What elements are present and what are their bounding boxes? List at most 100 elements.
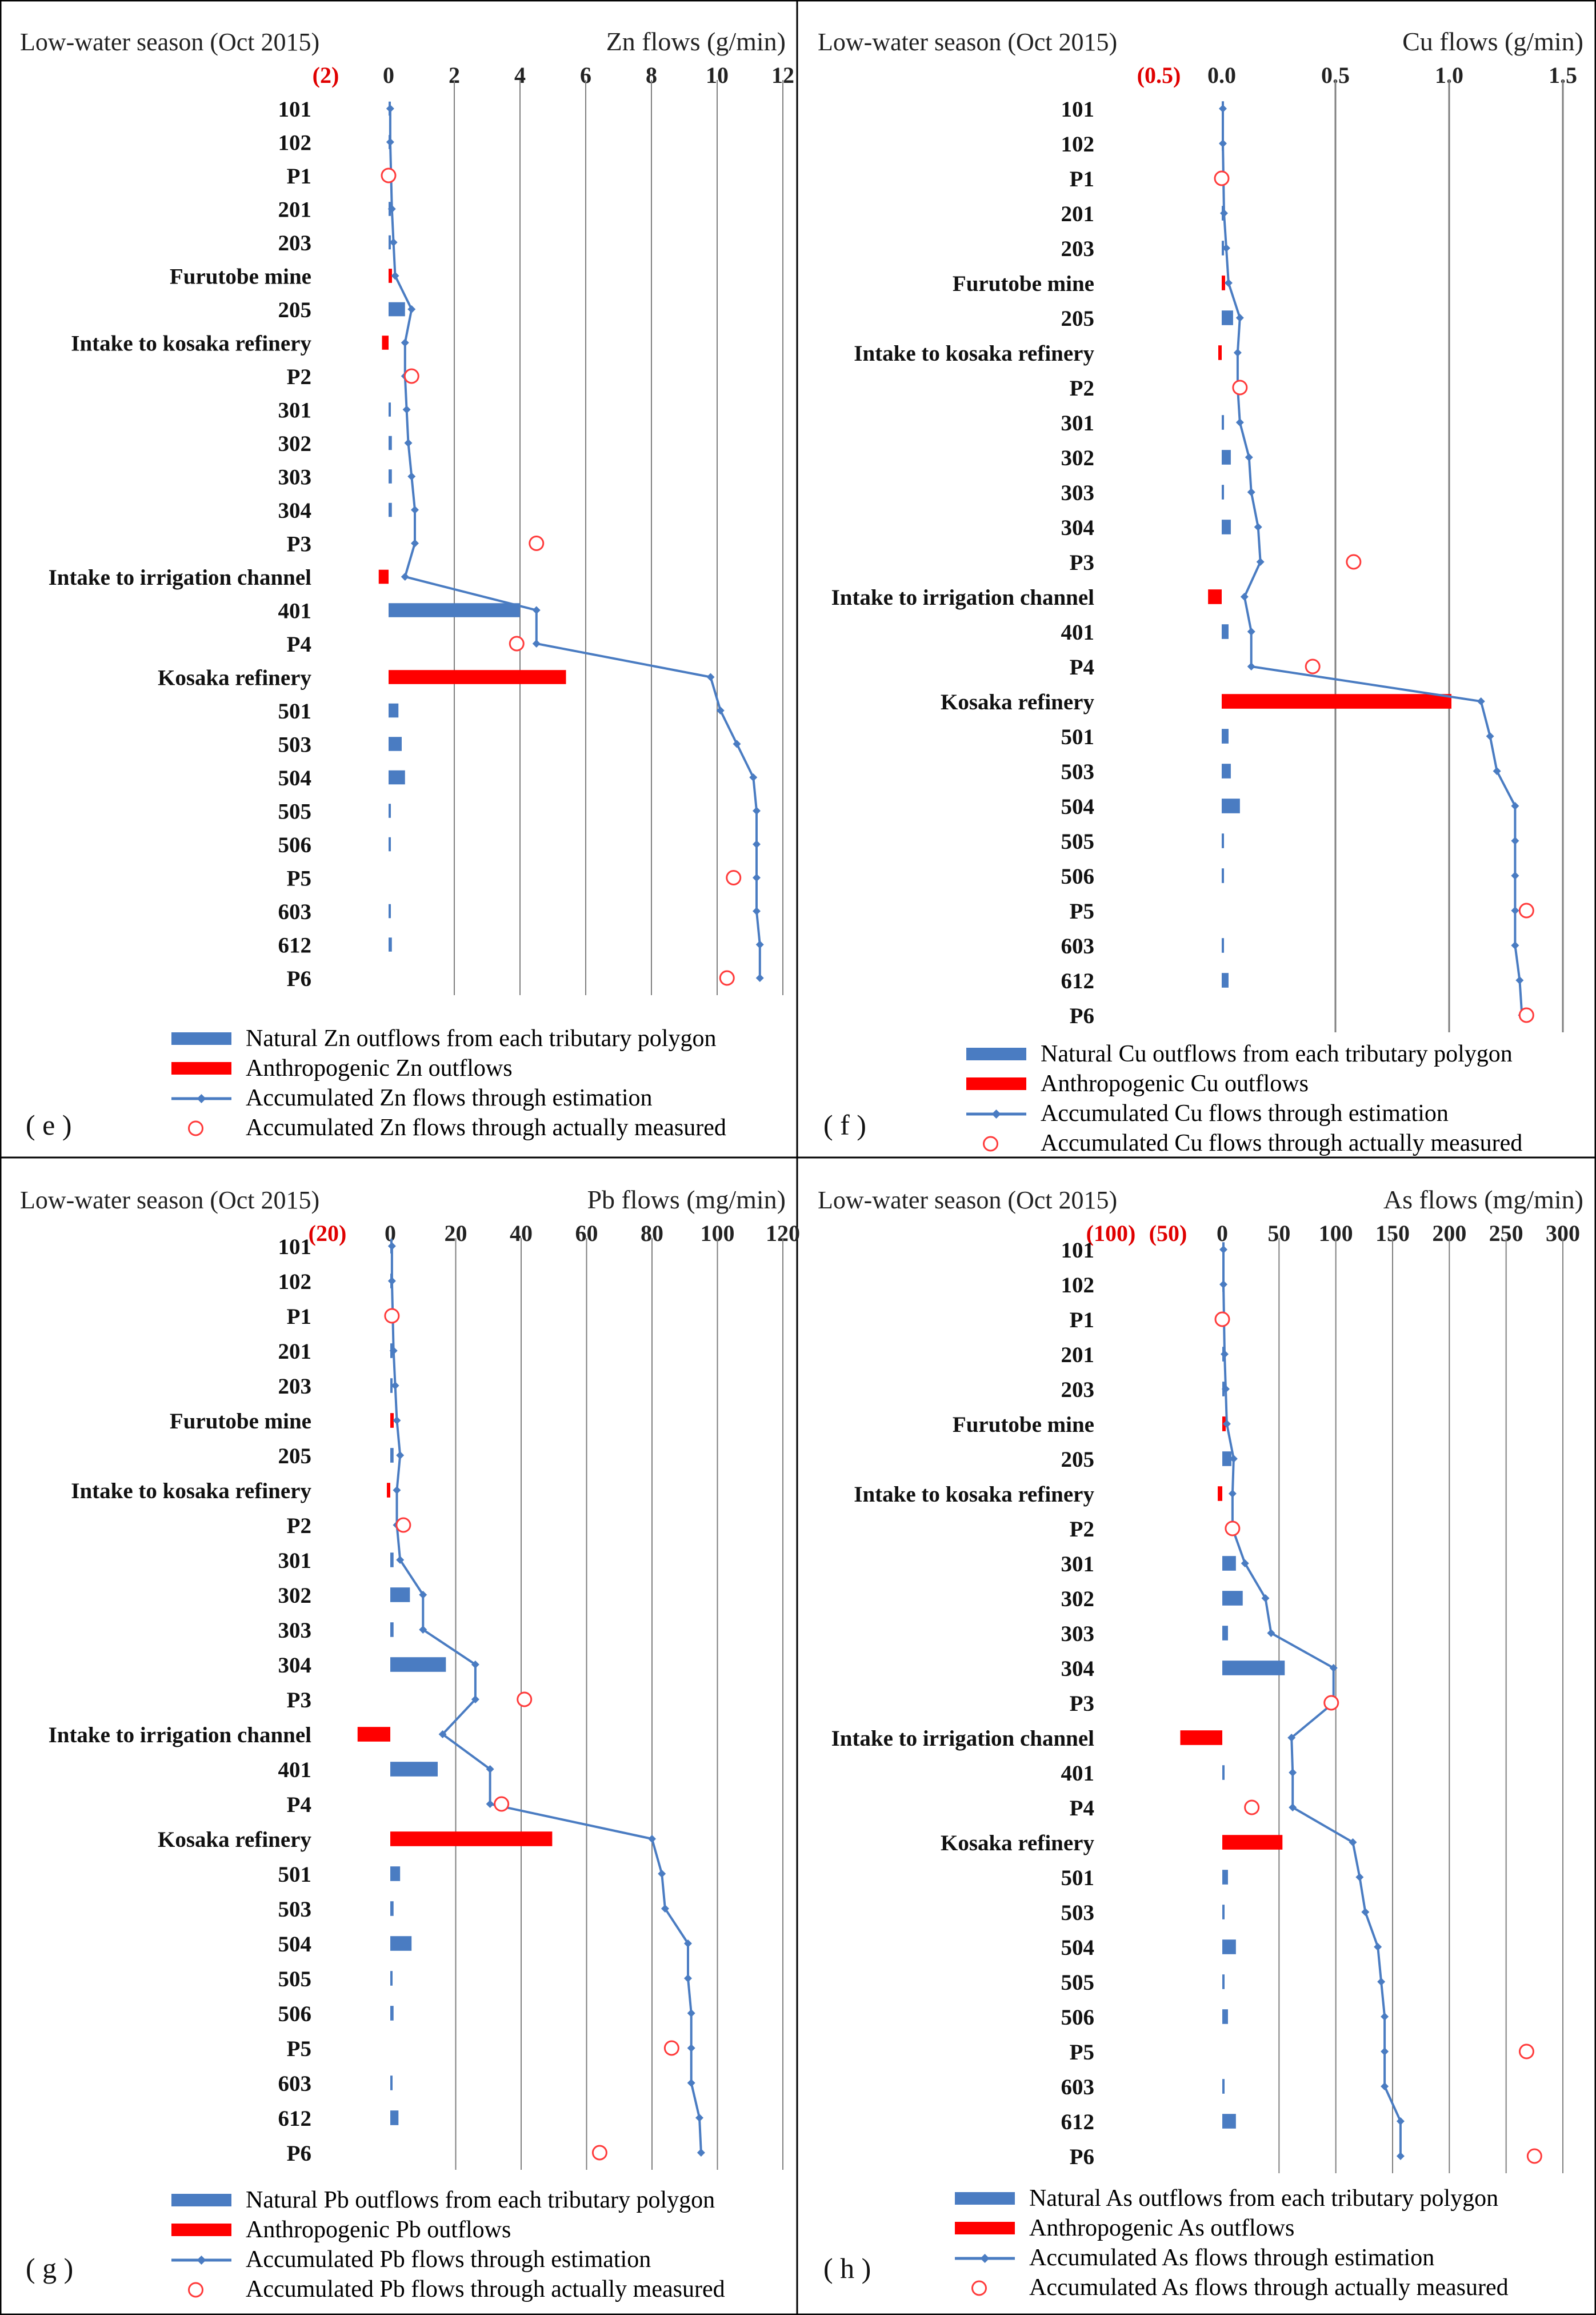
accumulated-point: [1247, 662, 1255, 670]
natural-bar: [389, 436, 392, 450]
category-label: 303: [278, 465, 312, 490]
measured-point: [1244, 1799, 1260, 1815]
anthropogenic-bar: [390, 1413, 394, 1428]
natural-bar: [1222, 2079, 1225, 2094]
natural-bar: [1222, 450, 1231, 465]
category-label: 101: [1061, 1238, 1095, 1263]
category-label: Kosaka refinery: [158, 666, 312, 690]
category-label: 203: [1061, 1378, 1095, 1402]
category-label: 501: [1061, 1866, 1095, 1890]
category-label: 501: [278, 699, 312, 724]
panel-label: ( g ): [26, 2252, 73, 2284]
category-label: 201: [1061, 202, 1095, 226]
accumulated-point: [471, 1695, 479, 1703]
accumulated-point: [1235, 314, 1244, 322]
legend-anthropogenic-label: Anthropogenic Pb outflows: [246, 2217, 511, 2243]
legend-natural-label: Natural Zn outflows from each tributary …: [246, 1025, 716, 1052]
natural-bar: [389, 770, 405, 785]
natural-bar: [389, 502, 392, 517]
category-label: 506: [1061, 864, 1095, 889]
accumulated-point: [401, 338, 409, 347]
accumulated-line: [389, 109, 761, 978]
accumulated-point: [1241, 1559, 1249, 1567]
category-label: 203: [1061, 237, 1095, 261]
accumulated-point: [419, 1591, 427, 1599]
category-label: 401: [278, 599, 312, 624]
category-label: 505: [278, 800, 312, 824]
category-label: P5: [1070, 899, 1094, 924]
accumulated-point: [648, 1835, 656, 1843]
measured-point: [1305, 658, 1321, 674]
accumulated-point: [695, 2114, 704, 2122]
accumulated-line: [1222, 109, 1523, 1016]
category-label: 401: [278, 1758, 312, 1782]
natural-bar: [1222, 2114, 1236, 2129]
accumulated-point: [438, 1730, 447, 1738]
natural-bar: [1222, 868, 1224, 883]
legend-accumulated-marker: [197, 1094, 206, 1103]
natural-bar: [1222, 1451, 1231, 1466]
natural-bar: [389, 703, 399, 718]
natural-bar: [1222, 2009, 1228, 2024]
accumulated-point: [389, 1347, 398, 1355]
accumulated-point: [1381, 2082, 1389, 2090]
category-label: 302: [278, 432, 312, 456]
legend-natural-swatch: [955, 2192, 1015, 2205]
accumulated-point: [532, 640, 541, 648]
legend-measured-marker: [188, 2282, 203, 2298]
accumulated-point: [1224, 279, 1233, 287]
category-label: 503: [278, 1897, 312, 1922]
natural-bar: [390, 1866, 401, 1881]
legend-natural-label: Natural As outflows from each tributary …: [1029, 2185, 1498, 2212]
natural-bar: [390, 1622, 394, 1637]
category-label: P5: [1070, 2040, 1094, 2065]
x-tick-label-negative: (0.5): [1137, 62, 1181, 88]
category-label: P2: [1070, 376, 1094, 401]
measured-point: [1323, 1695, 1339, 1711]
accumulated-point: [391, 272, 399, 280]
accumulated-point: [411, 506, 419, 514]
measured-point: [494, 1796, 510, 1812]
category-label: P5: [287, 2037, 311, 2061]
category-label: 203: [278, 1374, 312, 1399]
natural-bar: [1222, 415, 1224, 430]
category-label: P2: [287, 1514, 311, 1538]
accumulated-point: [733, 740, 741, 748]
natural-bar: [390, 1657, 446, 1672]
accumulated-point: [687, 2079, 695, 2087]
category-label: 603: [1061, 934, 1095, 959]
x-tick-label: 4: [514, 62, 526, 88]
accumulated-point: [391, 1382, 399, 1390]
legend-natural-swatch: [966, 1048, 1026, 1060]
category-label: P1: [1070, 1308, 1094, 1332]
natural-bar: [1222, 1556, 1236, 1571]
category-label: P6: [1070, 2145, 1094, 2169]
category-label: 302: [278, 1583, 312, 1608]
anthropogenic-bar: [387, 1483, 390, 1498]
category-label: 203: [278, 231, 312, 256]
legend-measured-label: Accumulated Pb flows through actually me…: [246, 2276, 725, 2302]
accumulated-point: [1235, 418, 1244, 426]
accumulated-point: [1511, 802, 1519, 810]
natural-bar: [389, 904, 391, 919]
category-label: 501: [278, 1862, 312, 1887]
anthropogenic-bar: [1222, 694, 1451, 709]
legend-anthropogenic-label: Anthropogenic As outflows: [1029, 2215, 1294, 2241]
anthropogenic-bar: [1180, 1730, 1222, 1745]
measured-point: [395, 1517, 411, 1533]
x-tick-label-negative: (100): [1086, 1220, 1136, 1246]
accumulated-line: [390, 1246, 702, 2153]
chart-panel-h: Low-water season (Oct 2015) As flows (mg/…: [818, 1185, 1583, 2301]
legend-measured-marker: [983, 1136, 998, 1152]
legend-accumulated-marker: [197, 2256, 206, 2265]
natural-bar: [390, 1971, 393, 1986]
accumulated-point: [1396, 2152, 1405, 2160]
accumulated-point: [1355, 1873, 1364, 1881]
natural-bar: [1222, 1661, 1285, 1675]
legend-accumulated-label: Accumulated As flows through estimation: [1029, 2245, 1434, 2271]
category-label: Intake to kosaka refinery: [854, 1482, 1094, 1507]
category-label: 302: [1061, 1587, 1095, 1611]
natural-bar: [1222, 1974, 1225, 1989]
measured-point: [1346, 554, 1362, 570]
chart-panel-f: Low-water season (Oct 2015) Cu flows (g/m…: [818, 27, 1583, 1156]
